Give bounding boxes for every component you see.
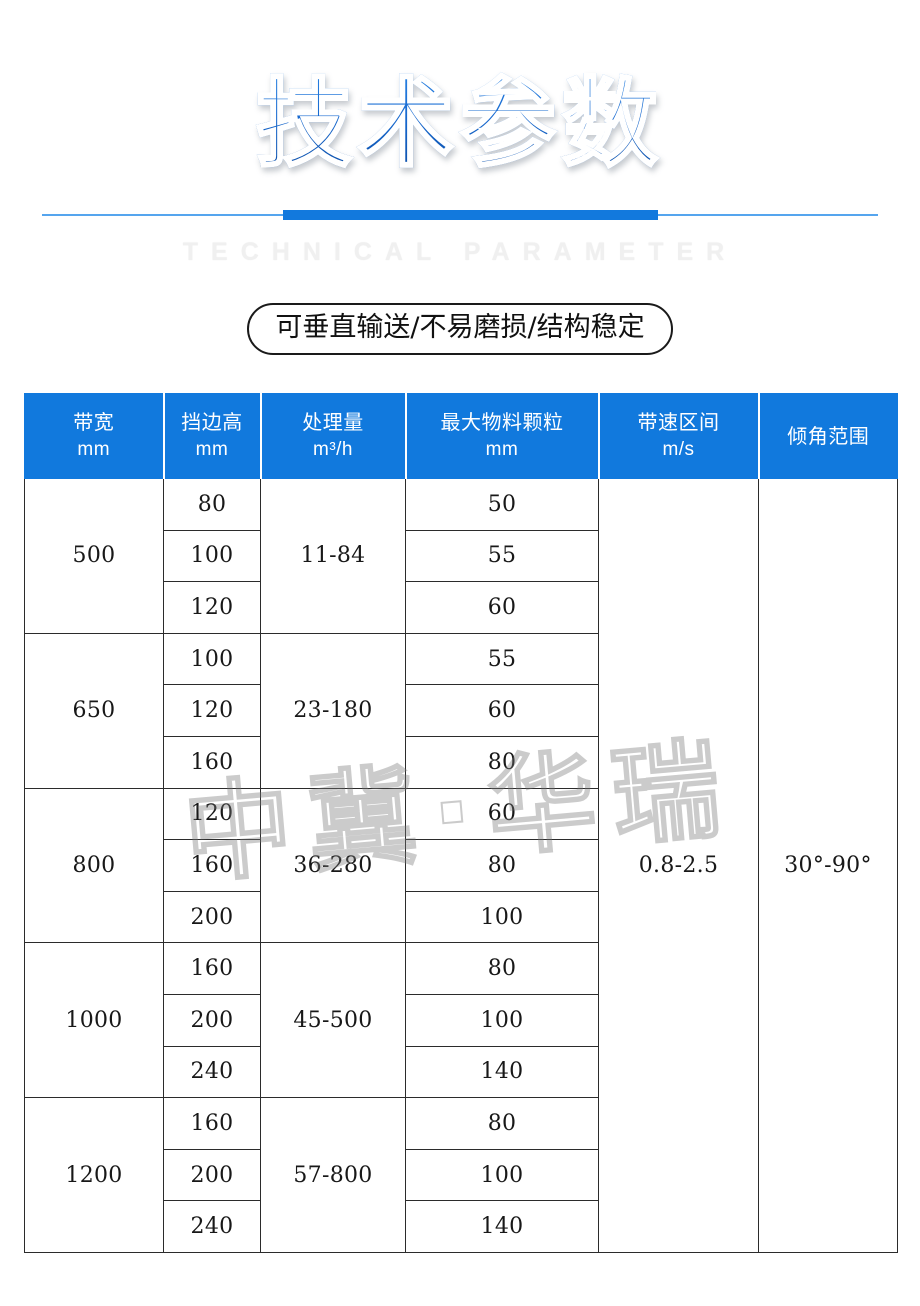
table-row: 800 120 36-280 60 [24, 787, 898, 944]
column-header-capacity: 处理量 m³/h [260, 393, 407, 479]
header-row: 带宽 mm 挡边高 mm 处理量 m³/h 最大物料颗粒 mm 带速区间 m [24, 393, 898, 479]
page-header: 技术参数 TECHNICAL PARAMETER 可垂直输送/不易磨损/结构稳定 [0, 0, 920, 380]
cell-skirt-height: 120 [163, 581, 261, 634]
cell-max-particle: 60 [405, 787, 599, 841]
column-header-belt-width-label: 带宽 [73, 410, 115, 434]
cell-max-particle: 60 [405, 684, 599, 737]
cell-max-particle: 60 [405, 581, 599, 634]
cell-skirt-height: 200 [163, 993, 261, 1047]
table-row: 500 80 11-84 50 0.8-2.5 30°-90° [24, 478, 898, 1253]
column-header-max-particle: 最大物料颗粒 mm [405, 393, 600, 479]
table-row: 100 55 [25, 529, 898, 583]
cell-skirt-height: 240 [163, 1045, 261, 1099]
cell-max-particle: 55 [405, 529, 599, 583]
column-header-belt-speed-label: 带速区间 [637, 410, 720, 434]
column-header-capacity-label: 处理量 [302, 410, 364, 434]
cell-max-particle: 80 [405, 942, 599, 995]
cell-belt-width: 1000 [24, 942, 164, 1099]
column-header-skirt-height-label: 挡边高 [181, 410, 243, 434]
cell-belt-width: 800 [24, 787, 164, 944]
cell-max-particle: 80 [405, 839, 599, 892]
column-header-belt-speed-unit: m/s [662, 439, 695, 460]
table-row: 1000 160 45-500 80 [24, 942, 898, 1099]
page-title: 技术参数 [0, 67, 920, 182]
column-header-capacity-unit: m³/h [313, 439, 353, 460]
cell-capacity: 36-280 [260, 787, 406, 944]
cell-belt-width: 500 [24, 478, 164, 634]
cell-skirt-height: 160 [163, 1097, 261, 1150]
table-row: 200 100 [25, 993, 898, 1047]
cell-max-particle: 80 [405, 1097, 599, 1150]
cell-belt-width: 650 [24, 632, 164, 789]
cell-skirt-height: 120 [163, 787, 261, 841]
feature-pill-row: 可垂直输送/不易磨损/结构稳定 [0, 303, 920, 355]
table-row: 1200 160 57-800 80 [24, 1097, 898, 1253]
column-header-skirt-height-unit: mm [195, 439, 229, 460]
column-header-max-particle-unit: mm [485, 439, 519, 460]
cell-belt-speed: 0.8-2.5 [598, 478, 759, 1253]
table-body: 500 80 11-84 50 0.8-2.5 30°-90° 100 55 1… [24, 478, 898, 1253]
cell-max-particle: 80 [405, 735, 599, 789]
table-row: 120 60 [25, 684, 898, 737]
column-header-belt-width-unit: mm [77, 439, 111, 460]
cell-max-particle: 100 [405, 1148, 599, 1202]
cell-skirt-height: 80 [163, 478, 261, 531]
cell-skirt-height: 120 [163, 684, 261, 737]
feature-pill: 可垂直输送/不易磨损/结构稳定 [247, 303, 673, 355]
cell-capacity: 11-84 [260, 478, 406, 634]
table-row: 160 80 [25, 839, 898, 892]
table-header: 带宽 mm 挡边高 mm 处理量 m³/h 最大物料颗粒 mm 带速区间 m [24, 393, 898, 479]
cell-capacity: 45-500 [260, 942, 406, 1099]
column-header-belt-width: 带宽 mm [24, 393, 165, 479]
column-header-incline-range-label: 倾角范围 [787, 423, 870, 448]
table-row: 240 140 [25, 1045, 898, 1099]
cell-incline-range: 30°-90° [758, 478, 898, 1253]
cell-skirt-height: 160 [163, 735, 261, 789]
title-divider [0, 210, 920, 220]
column-header-max-particle-label: 最大物料颗粒 [440, 410, 564, 434]
column-header-incline-range: 倾角范围 [758, 393, 898, 479]
table-row: 200 100 [25, 890, 898, 944]
cell-max-particle: 100 [405, 890, 599, 944]
table-row: 240 140 [25, 1200, 898, 1253]
cell-capacity: 57-800 [260, 1097, 406, 1253]
table-row: 120 60 [25, 581, 898, 634]
cell-skirt-height: 200 [163, 890, 261, 944]
english-subtitle: TECHNICAL PARAMETER [182, 238, 738, 266]
divider-accent-bar [283, 210, 658, 220]
cell-skirt-height: 200 [163, 1148, 261, 1202]
column-header-skirt-height: 挡边高 mm [163, 393, 262, 479]
parameter-table: 带宽 mm 挡边高 mm 处理量 m³/h 最大物料颗粒 mm 带速区间 m [24, 393, 898, 1253]
cell-max-particle: 50 [405, 478, 599, 531]
cell-skirt-height: 160 [163, 942, 261, 995]
cell-max-particle: 100 [405, 993, 599, 1047]
cell-max-particle: 140 [405, 1200, 599, 1253]
cell-skirt-height: 100 [163, 632, 261, 686]
cell-max-particle: 55 [405, 632, 599, 686]
cell-capacity: 23-180 [260, 632, 406, 789]
parameter-table-container: 带宽 mm 挡边高 mm 处理量 m³/h 最大物料颗粒 mm 带速区间 m [24, 393, 898, 1253]
table-row: 200 100 [25, 1148, 898, 1202]
column-header-belt-speed: 带速区间 m/s [598, 393, 760, 479]
cell-skirt-height: 100 [163, 529, 261, 583]
cell-max-particle: 140 [405, 1045, 599, 1099]
cell-skirt-height: 240 [163, 1200, 261, 1253]
cell-skirt-height: 160 [163, 839, 261, 892]
cell-belt-width: 1200 [24, 1097, 164, 1253]
